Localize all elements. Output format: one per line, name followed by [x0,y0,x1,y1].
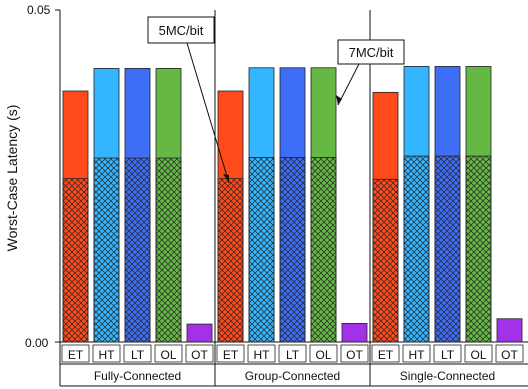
bar-hatched-group-connected-et [217,178,244,343]
category-cell-single-connected-ot [495,344,524,363]
callout-5mc-box [147,16,215,44]
bar-hatched-group-connected-ht [248,157,275,343]
group-label-single-connected: Single-Connected [400,369,495,383]
category-cell-group-connected-ot [340,344,369,363]
bar-group-connected-ot [341,323,368,343]
callout-7mc: 7MC/bit [336,39,405,106]
category-label-group-connected-ol: OL [315,348,331,362]
group-label-fully-connected: Fully-Connected [94,369,181,383]
bar-single-connected-ot [496,318,523,343]
bar-fully-connected-ot [186,323,213,343]
group-labels: Fully-Connected Group-Connected Single-Con… [94,369,495,383]
group-label-group-connected: Group-Connected [245,369,340,383]
callout-5mc-label: 5MC/bit [159,23,204,38]
bar-hatched-group-connected-ol [310,157,337,343]
y-tick-label-bottom: 0.00 [25,336,49,350]
category-label-single-connected-et: ET [378,348,394,362]
category-label-fully-connected-et: ET [68,348,84,362]
category-cell-fully-connected-ol [154,344,183,363]
bar-hatched-single-connected-ol [465,155,492,343]
callout-7mc-label: 7MC/bit [349,45,394,60]
category-cell-fully-connected-ot [185,344,214,363]
bar-hatched-fully-connected-lt [124,157,151,343]
category-cell-single-connected-ht [402,344,431,363]
category-cell-group-connected-ht [247,344,276,363]
category-label-group-connected-ot: OT [346,348,363,362]
category-cell-fully-connected-et [61,344,90,363]
y-tick-label-top: 0.05 [27,3,51,17]
plot-area [55,9,528,387]
category-label-single-connected-ht: HT [409,348,426,362]
category-cell-fully-connected-lt [123,344,152,363]
category-label-single-connected-ol: OL [470,348,486,362]
category-label-single-connected-lt: LT [441,348,455,362]
category-label-group-connected-lt: LT [286,348,300,362]
category-label-fully-connected-ot: OT [191,348,208,362]
category-cell-single-connected-lt [433,344,462,363]
callout-7mc-box [337,39,405,65]
callout-7mc-arrowhead [336,95,342,105]
bar-hatched-single-connected-et [372,178,399,343]
bar-hatched-single-connected-ht [403,155,430,343]
category-label-fully-connected-ol: OL [160,348,176,362]
category-label-fully-connected-ht: HT [99,348,116,362]
bar-hatched-fully-connected-et [62,178,89,343]
callout-5mc-leader [186,42,230,184]
bar-hatched-fully-connected-ol [155,157,182,343]
category-cell-single-connected-et [371,344,400,363]
category-label-group-connected-et: ET [223,348,239,362]
category-label-fully-connected-lt: LT [131,348,145,362]
bar-hatched-group-connected-lt [279,157,306,343]
category-cell-group-connected-et [216,344,245,363]
category-cell-group-connected-lt [278,344,307,363]
y-axis-label: Worst-Case Latency (s) [4,105,20,252]
callout-7mc-leader [337,61,361,106]
callout-5mc: 5MC/bit [147,16,230,184]
category-label-single-connected-ot: OT [501,348,518,362]
category-labels: ET HT LT OL OT ET HT LT OL OT ET HT LT OL OT [61,344,524,363]
category-label-group-connected-ht: HT [254,348,271,362]
callout-5mc-arrowhead [223,174,229,183]
category-cell-single-connected-ol [464,344,493,363]
bar-hatched-fully-connected-ht [93,157,120,343]
category-cell-group-connected-ol [309,344,338,363]
category-cell-fully-connected-ht [92,344,121,363]
bar-hatched-single-connected-lt [434,155,461,343]
